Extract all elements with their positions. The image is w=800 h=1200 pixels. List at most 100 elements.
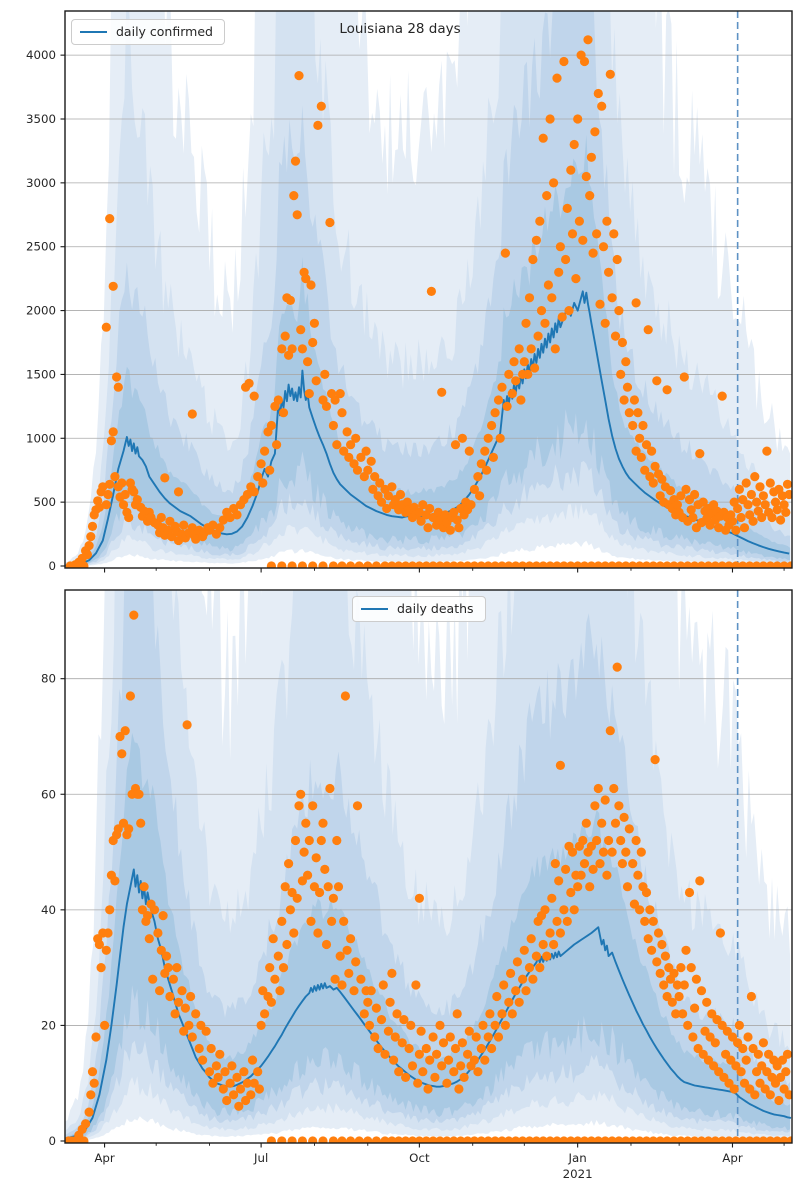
data-point bbox=[633, 408, 643, 418]
legend-daily-confirmed: daily confirmed bbox=[71, 19, 225, 45]
data-point bbox=[463, 1049, 473, 1059]
data-point bbox=[562, 203, 572, 213]
data-point bbox=[497, 1009, 507, 1019]
data-point bbox=[781, 507, 791, 517]
zero-data-point bbox=[346, 1136, 356, 1143]
data-point bbox=[734, 484, 745, 494]
data-point bbox=[633, 870, 643, 880]
data-point bbox=[585, 191, 595, 201]
data-point bbox=[416, 516, 426, 526]
zero-data-point bbox=[545, 1136, 555, 1143]
data-point bbox=[82, 549, 92, 560]
panel-daily-confirmed bbox=[65, 11, 792, 568]
zero-data-point bbox=[414, 561, 424, 568]
data-point bbox=[337, 980, 347, 990]
data-point bbox=[108, 427, 118, 437]
zero-data-point bbox=[655, 1136, 665, 1143]
data-point bbox=[450, 1043, 461, 1054]
data-point bbox=[328, 893, 338, 903]
data-point bbox=[265, 963, 275, 973]
zero-data-point bbox=[380, 1136, 390, 1143]
data-point bbox=[296, 789, 306, 799]
data-point bbox=[304, 389, 314, 399]
data-point bbox=[554, 876, 564, 886]
zero-data-point bbox=[449, 561, 459, 568]
zero-data-point bbox=[566, 1136, 576, 1143]
data-point bbox=[657, 939, 667, 950]
data-point bbox=[186, 991, 196, 1002]
data-point bbox=[471, 1032, 481, 1042]
data-point bbox=[445, 1032, 455, 1042]
data-point bbox=[576, 870, 586, 880]
data-point bbox=[507, 1009, 517, 1019]
zero-data-point bbox=[504, 561, 514, 568]
data-point bbox=[320, 369, 330, 379]
data-point bbox=[698, 497, 708, 507]
data-point bbox=[686, 505, 696, 515]
data-point bbox=[612, 254, 622, 265]
y-tick-label: 500 bbox=[33, 495, 56, 509]
data-point bbox=[292, 893, 302, 903]
data-point bbox=[473, 1067, 483, 1077]
data-point bbox=[643, 325, 653, 335]
data-point bbox=[519, 945, 529, 955]
data-point bbox=[413, 1078, 423, 1088]
data-point bbox=[715, 928, 726, 938]
data-point bbox=[621, 847, 631, 857]
data-point bbox=[265, 465, 275, 475]
data-point bbox=[731, 525, 741, 535]
zero-data-point bbox=[456, 561, 466, 568]
data-point bbox=[342, 427, 352, 437]
data-point bbox=[647, 446, 657, 456]
data-point bbox=[588, 248, 598, 258]
zero-data-point bbox=[354, 1136, 364, 1143]
zero-data-point bbox=[346, 561, 356, 568]
legend-label-confirmed: daily confirmed bbox=[116, 24, 213, 39]
data-point bbox=[395, 489, 406, 500]
zero-data-point bbox=[435, 1136, 445, 1143]
data-point bbox=[361, 446, 371, 456]
data-point bbox=[616, 835, 626, 846]
data-point bbox=[346, 934, 356, 944]
data-point bbox=[743, 500, 753, 510]
zero-data-point bbox=[469, 1136, 479, 1143]
data-point bbox=[543, 280, 554, 290]
x-tick-label: Apr bbox=[94, 1151, 115, 1165]
data-point bbox=[285, 295, 295, 305]
data-point bbox=[278, 963, 289, 973]
data-point bbox=[218, 1084, 228, 1094]
data-point bbox=[215, 523, 225, 533]
zero-data-point bbox=[277, 1136, 287, 1143]
zero-data-point bbox=[456, 1136, 466, 1143]
data-point bbox=[588, 864, 598, 875]
data-point bbox=[631, 446, 641, 456]
data-point bbox=[746, 489, 757, 500]
data-point bbox=[253, 472, 263, 482]
data-point bbox=[208, 520, 218, 530]
data-point bbox=[407, 1061, 418, 1071]
data-point bbox=[371, 1003, 381, 1013]
data-point bbox=[583, 35, 593, 45]
data-point bbox=[385, 997, 395, 1007]
zero-data-point bbox=[511, 1136, 521, 1143]
data-point bbox=[490, 1020, 500, 1030]
data-point bbox=[134, 789, 144, 799]
data-point bbox=[297, 344, 307, 354]
data-point bbox=[567, 847, 578, 857]
data-point bbox=[316, 835, 326, 846]
data-point bbox=[746, 991, 757, 1002]
zero-data-point bbox=[593, 1136, 603, 1143]
zero-data-point bbox=[628, 1136, 638, 1143]
data-point bbox=[782, 479, 792, 489]
data-point bbox=[652, 957, 662, 967]
data-point bbox=[232, 510, 242, 520]
zero-data-point bbox=[662, 1136, 672, 1143]
data-point bbox=[165, 991, 175, 1002]
data-point bbox=[366, 456, 376, 466]
data-point bbox=[163, 963, 173, 973]
data-point bbox=[688, 512, 698, 523]
data-point bbox=[273, 951, 283, 961]
data-point bbox=[672, 500, 683, 510]
data-point bbox=[273, 395, 283, 405]
data-point bbox=[531, 235, 542, 245]
